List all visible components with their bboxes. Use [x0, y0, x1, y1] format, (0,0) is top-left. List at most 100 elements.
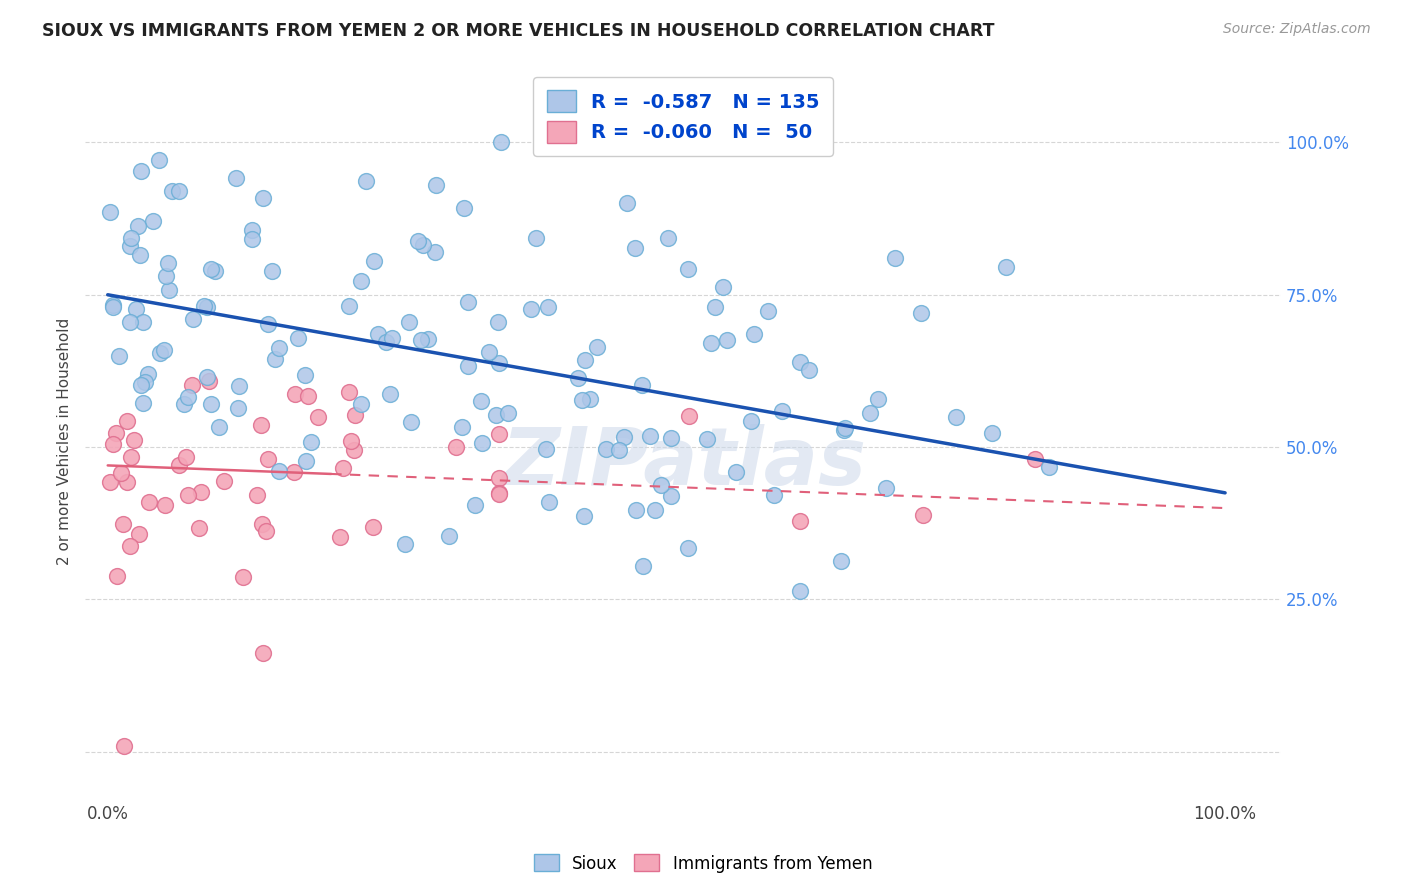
Point: [876, 481, 898, 495]
Point: [350, 274, 373, 288]
Point: [912, 508, 935, 523]
Point: [294, 368, 316, 382]
Point: [704, 300, 727, 314]
Point: [832, 423, 855, 437]
Point: [148, 153, 170, 167]
Point: [149, 346, 172, 360]
Point: [380, 331, 402, 345]
Point: [488, 486, 510, 500]
Point: [524, 231, 547, 245]
Point: [538, 495, 561, 509]
Point: [756, 304, 779, 318]
Point: [129, 247, 152, 261]
Point: [197, 374, 219, 388]
Point: [356, 173, 378, 187]
Point: [267, 464, 290, 478]
Point: [250, 417, 273, 432]
Point: [252, 191, 274, 205]
Point: [740, 414, 762, 428]
Point: [115, 475, 138, 489]
Point: [537, 300, 560, 314]
Point: [152, 343, 174, 357]
Point: [105, 569, 128, 583]
Point: [616, 196, 638, 211]
Point: [228, 378, 250, 392]
Point: [204, 264, 226, 278]
Point: [406, 234, 429, 248]
Text: Source: ZipAtlas.com: Source: ZipAtlas.com: [1223, 22, 1371, 37]
Point: [910, 306, 932, 320]
Point: [297, 389, 319, 403]
Point: [994, 260, 1017, 274]
Point: [423, 245, 446, 260]
Point: [337, 299, 360, 313]
Point: [659, 489, 682, 503]
Point: [624, 241, 647, 255]
Point: [110, 467, 132, 481]
Point: [111, 516, 134, 531]
Point: [457, 359, 479, 374]
Point: [225, 171, 247, 186]
Point: [173, 397, 195, 411]
Point: [378, 387, 401, 401]
Point: [1038, 460, 1060, 475]
Point: [267, 341, 290, 355]
Point: [115, 414, 138, 428]
Point: [488, 426, 510, 441]
Point: [340, 434, 363, 448]
Point: [519, 301, 541, 316]
Point: [797, 363, 820, 377]
Point: [337, 384, 360, 399]
Point: [374, 334, 396, 349]
Point: [866, 392, 889, 406]
Point: [579, 392, 602, 406]
Point: [100, 205, 122, 219]
Point: [212, 474, 235, 488]
Point: [945, 409, 967, 424]
Point: [451, 419, 474, 434]
Point: [834, 421, 856, 435]
Point: [607, 442, 630, 457]
Point: [134, 375, 156, 389]
Point: [659, 432, 682, 446]
Point: [488, 486, 510, 500]
Point: [118, 539, 141, 553]
Point: [132, 396, 155, 410]
Point: [676, 541, 699, 555]
Point: [343, 408, 366, 422]
Point: [595, 442, 617, 456]
Point: [120, 231, 142, 245]
Point: [167, 184, 190, 198]
Text: ZIPatlas: ZIPatlas: [501, 424, 866, 501]
Point: [470, 394, 492, 409]
Point: [193, 299, 215, 313]
Point: [284, 386, 307, 401]
Legend: R =  -0.587   N = 135, R =  -0.060   N =  50: R = -0.587 N = 135, R = -0.060 N = 50: [533, 77, 834, 156]
Point: [571, 393, 593, 408]
Point: [122, 433, 145, 447]
Point: [536, 442, 558, 457]
Point: [120, 450, 142, 465]
Point: [252, 647, 274, 661]
Point: [177, 487, 200, 501]
Point: [132, 315, 155, 329]
Point: [155, 268, 177, 283]
Point: [180, 378, 202, 392]
Point: [307, 410, 329, 425]
Point: [613, 430, 636, 444]
Point: [981, 426, 1004, 441]
Point: [256, 452, 278, 467]
Point: [486, 315, 509, 329]
Point: [567, 370, 589, 384]
Point: [725, 465, 748, 479]
Point: [398, 315, 420, 329]
Point: [696, 433, 718, 447]
Point: [155, 498, 177, 512]
Point: [114, 739, 136, 753]
Point: [789, 514, 811, 528]
Point: [195, 300, 218, 314]
Point: [699, 336, 721, 351]
Point: [711, 280, 734, 294]
Point: [208, 420, 231, 434]
Point: [329, 530, 352, 544]
